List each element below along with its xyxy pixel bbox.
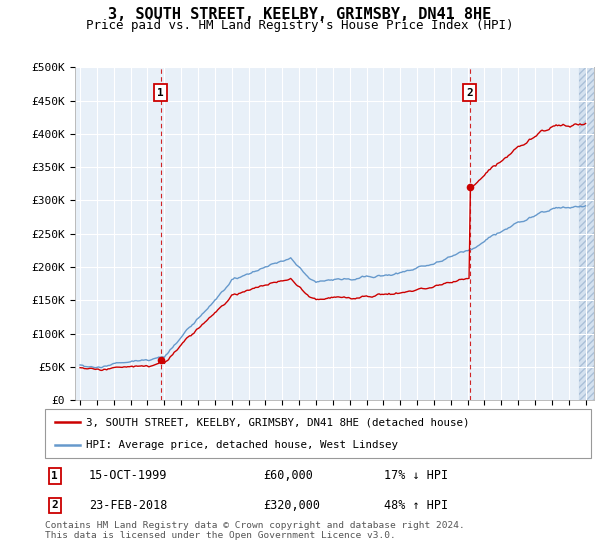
Text: 1: 1	[52, 471, 58, 480]
Text: Price paid vs. HM Land Registry's House Price Index (HPI): Price paid vs. HM Land Registry's House …	[86, 19, 514, 32]
Text: 2: 2	[467, 87, 473, 97]
Text: Contains HM Land Registry data © Crown copyright and database right 2024.
This d: Contains HM Land Registry data © Crown c…	[45, 521, 465, 540]
Text: £320,000: £320,000	[263, 499, 320, 512]
Text: 1: 1	[157, 87, 164, 97]
Text: 23-FEB-2018: 23-FEB-2018	[89, 499, 167, 512]
Text: 15-OCT-1999: 15-OCT-1999	[89, 469, 167, 482]
Text: 3, SOUTH STREET, KEELBY, GRIMSBY, DN41 8HE (detached house): 3, SOUTH STREET, KEELBY, GRIMSBY, DN41 8…	[86, 417, 469, 427]
Text: 48% ↑ HPI: 48% ↑ HPI	[383, 499, 448, 512]
Text: £60,000: £60,000	[263, 469, 313, 482]
Bar	[579, 67, 594, 400]
Text: 17% ↓ HPI: 17% ↓ HPI	[383, 469, 448, 482]
Bar	[579, 67, 594, 400]
Text: HPI: Average price, detached house, West Lindsey: HPI: Average price, detached house, West…	[86, 440, 398, 450]
Text: 3, SOUTH STREET, KEELBY, GRIMSBY, DN41 8HE: 3, SOUTH STREET, KEELBY, GRIMSBY, DN41 8…	[109, 7, 491, 22]
Text: 2: 2	[52, 501, 58, 510]
